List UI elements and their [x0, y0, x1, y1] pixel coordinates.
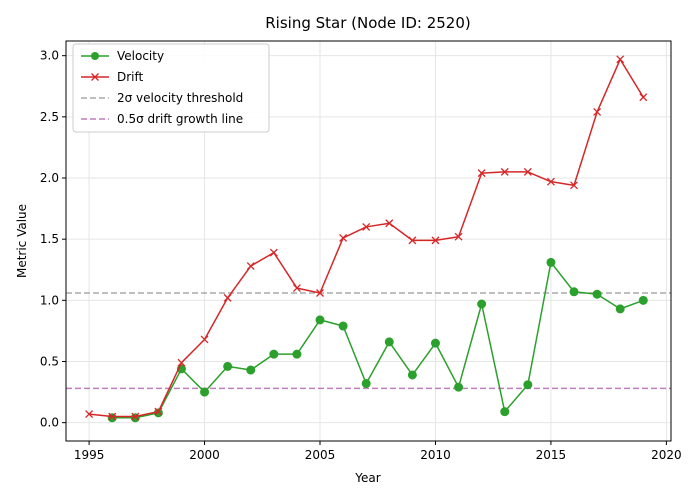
- series-layer: [85, 55, 648, 423]
- velocity-point: [638, 295, 648, 305]
- y-tick-label: 2.5: [40, 110, 59, 124]
- velocity-point: [407, 370, 417, 380]
- legend-drift-marker: [91, 73, 99, 81]
- drift-point: [223, 293, 232, 302]
- legend-velocity-marker: [91, 52, 99, 60]
- velocity-point: [223, 361, 233, 371]
- x-tick-label: 2005: [305, 448, 336, 462]
- drift-point: [500, 167, 509, 176]
- velocity-point: [292, 349, 302, 359]
- y-tick-label: 1.0: [40, 293, 59, 307]
- tick-layer: 1995 2000 2005 2010 2015 2020 0.0 0.5 1.0 1.5 2.0 2…: [40, 49, 682, 462]
- y-tick-label: 0.5: [40, 354, 59, 368]
- plot-frame: [65, 40, 672, 442]
- drift-point: [385, 219, 394, 228]
- velocity-series-line: [112, 261, 644, 419]
- x-tick-label: 2010: [420, 448, 451, 462]
- velocity-point: [338, 321, 348, 331]
- velocity-point: [592, 289, 602, 299]
- drift-point: [523, 167, 532, 176]
- drift-point: [269, 248, 278, 257]
- y-tick-label: 3.0: [40, 49, 59, 63]
- velocity-point: [477, 299, 487, 309]
- legend-reference-label: 2σ velocity threshold: [117, 91, 243, 105]
- velocity-point: [546, 257, 556, 267]
- drift-point: [339, 233, 348, 242]
- x-tick-label: 2000: [189, 448, 220, 462]
- legend-drift-label: Drift: [117, 70, 144, 84]
- drift-point: [570, 181, 578, 190]
- velocity-point: [430, 338, 440, 348]
- y-tick-label: 2.0: [40, 171, 59, 185]
- drift-point: [593, 107, 602, 116]
- legend-box: [72, 43, 270, 133]
- drift-point: [177, 358, 186, 367]
- drift-point: [131, 412, 140, 421]
- y-axis-label: Metric Value: [15, 204, 29, 278]
- drift-point: [246, 262, 255, 271]
- drift-point: [316, 289, 324, 297]
- velocity-point: [384, 337, 394, 347]
- velocity-point: [615, 304, 625, 314]
- x-axis-label: Year: [354, 471, 380, 485]
- drift-point: [454, 232, 463, 241]
- velocity-point: [269, 349, 279, 359]
- velocity-point: [361, 379, 371, 389]
- legend: Velocity Drift 2σ velocity threshold 0.5σ d…: [72, 43, 270, 133]
- drift-point: [616, 55, 625, 64]
- y-tick-label: 0.0: [40, 416, 59, 430]
- drift-point: [154, 407, 163, 416]
- x-tick-label: 2015: [536, 448, 567, 462]
- x-tick-label: 1995: [74, 448, 105, 462]
- drift-point: [408, 236, 417, 245]
- legend-velocity-label: Velocity: [117, 49, 164, 63]
- velocity-point: [246, 365, 256, 375]
- drift-point: [292, 284, 301, 293]
- velocity-point: [523, 380, 533, 390]
- velocity-point: [107, 413, 117, 423]
- drift-point: [108, 412, 117, 421]
- velocity-point: [454, 382, 464, 392]
- velocity-point: [569, 287, 579, 297]
- chart-title: Rising Star (Node ID: 2520): [265, 14, 471, 32]
- grid-layer: [66, 41, 671, 441]
- y-tick-label: 1.5: [40, 232, 59, 246]
- drift-point: [431, 236, 440, 245]
- drift-point: [200, 335, 209, 344]
- x-tick-label: 2020: [651, 448, 682, 462]
- drift-point: [362, 222, 371, 231]
- velocity-point: [315, 315, 325, 325]
- velocity-point: [200, 387, 210, 397]
- drift-point: [477, 169, 486, 178]
- legend-reference-label: 0.5σ drift growth line: [117, 112, 243, 126]
- drift-point: [546, 177, 555, 186]
- velocity-point: [500, 407, 510, 417]
- drift-point: [85, 410, 94, 419]
- velocity-point: [130, 413, 140, 423]
- drift-point: [639, 93, 648, 102]
